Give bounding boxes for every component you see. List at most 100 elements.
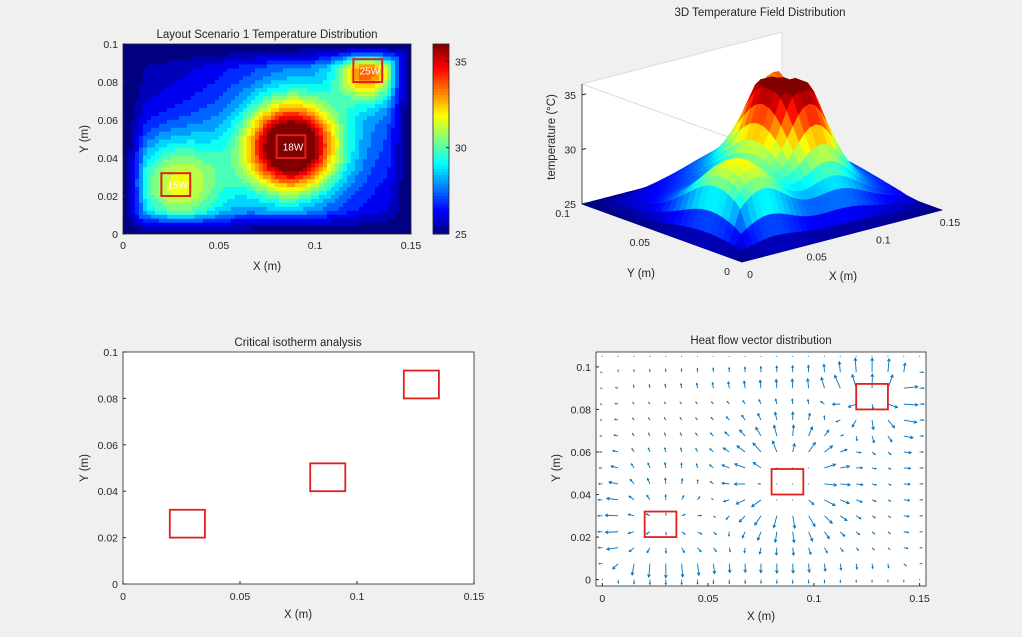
heatmap-cell: [275, 115, 280, 120]
heatmap-cell: [387, 198, 392, 203]
heatmap-cell: [339, 127, 344, 132]
heatmap-cell: [307, 139, 312, 144]
heatmap-cell: [283, 67, 288, 73]
heatmap-cell: [215, 91, 220, 97]
flow-arrow-head: [647, 574, 651, 578]
heatmap-cell: [331, 135, 336, 140]
heatmap-cell: [279, 55, 284, 61]
heatmap-cell: [407, 59, 411, 65]
heatmap-cell: [315, 95, 320, 101]
heatmap-cell: [339, 111, 344, 116]
heatmap-cell: [139, 170, 144, 176]
heatmap-cell: [195, 123, 200, 128]
heatmap-cell: [163, 119, 168, 124]
heatmap-cell: [335, 182, 340, 188]
heatmap-cell: [347, 214, 352, 219]
heatmap-cell: [303, 186, 308, 192]
heatmap-cell: [251, 174, 256, 180]
heatmap-cell: [315, 202, 320, 207]
colorbar-swatch: [433, 106, 449, 110]
flow-arrow-head: [682, 550, 685, 554]
colorbar-swatch: [433, 97, 449, 101]
flow-arrow-head: [743, 569, 748, 574]
heatmap-cell: [283, 218, 288, 223]
flow-arrow-head: [736, 445, 741, 449]
heatmap-cell: [123, 170, 128, 176]
heatmap-cell: [183, 51, 188, 57]
heatmap-cell: [291, 162, 296, 168]
flow-arrow-head: [695, 401, 697, 404]
heatmap-cell: [243, 139, 248, 144]
heatmap-cell: [231, 103, 236, 108]
heatmap-cell: [175, 139, 180, 144]
heatmap-cell: [403, 178, 408, 184]
heatmap-cell: [403, 174, 408, 180]
heatmap-cell: [279, 226, 284, 231]
heatmap-cell: [143, 91, 148, 97]
heatmap-cell: [367, 226, 372, 231]
heatmap-cell: [231, 166, 236, 172]
heatmap-cell: [203, 222, 208, 227]
heatmap-cell: [211, 182, 216, 188]
flow-arrow-head: [806, 364, 810, 368]
flow-arrow-head: [599, 435, 602, 437]
heatmap-cell: [311, 103, 316, 108]
heatmap-cell: [155, 186, 160, 192]
heatmap-cell: [131, 47, 136, 53]
heatmap-cell: [235, 91, 240, 97]
heatmap-cell: [407, 103, 411, 108]
heatmap-cell: [151, 139, 156, 144]
heatmap-cell: [391, 47, 396, 53]
heatmap-cell: [167, 178, 172, 184]
heatmap-cell: [271, 178, 276, 184]
heatmap-cell: [331, 119, 336, 124]
heatmap-cell: [371, 158, 376, 164]
heatmap-cell: [367, 47, 372, 53]
heatmap-cell: [271, 135, 276, 140]
heatmap-cell: [371, 119, 376, 124]
heatmap-cell: [299, 142, 304, 148]
heatmap-cell: [363, 67, 368, 73]
heatmap-cell: [387, 222, 392, 227]
heatmap-cell: [391, 210, 396, 215]
heatmap-cell: [287, 162, 292, 168]
heatmap-cell: [315, 158, 320, 164]
heatmap-cell: [363, 139, 368, 144]
flow-arrow-head: [608, 480, 612, 485]
heatmap-cell: [123, 158, 128, 164]
heatmap-cell: [355, 119, 360, 124]
heatmap-cell: [327, 131, 332, 136]
heatmap-cell: [327, 186, 332, 192]
heatmap-cell: [307, 198, 312, 203]
heatmap-cell: [159, 158, 164, 164]
heatmap-cell: [163, 226, 168, 231]
heatmap-cell: [327, 71, 332, 77]
heatmap-cell: [279, 59, 284, 65]
heatmap-cell: [207, 139, 212, 144]
heatmap-cell: [363, 103, 368, 108]
heatmap-cell: [359, 142, 364, 148]
flow-arrow-head: [663, 432, 666, 435]
heatmap-cell: [287, 44, 292, 49]
heatmap-cell: [235, 174, 240, 180]
heatmap-cell: [179, 206, 184, 211]
heatmap-cell: [199, 103, 204, 108]
flow-arrow-head: [664, 494, 667, 497]
heatmap-cell: [375, 162, 380, 168]
flow-arrow-head: [597, 546, 600, 549]
heatmap-cell: [387, 170, 392, 176]
heatmap-cell: [311, 111, 316, 116]
heatmap-cell: [311, 99, 316, 104]
heatmap-cell: [331, 71, 336, 77]
heatmap-cell: [171, 162, 176, 168]
heatmap-cell: [395, 182, 400, 188]
heatmap-cell: [315, 55, 320, 61]
heatmap-cell: [291, 99, 296, 104]
heatmap-cell: [299, 75, 304, 81]
heatmap-cell: [231, 218, 236, 223]
heatmap-cell: [403, 111, 408, 116]
heatmap-cell: [195, 182, 200, 188]
heatmap-cell: [159, 87, 164, 93]
heatmap-cell: [271, 182, 276, 188]
